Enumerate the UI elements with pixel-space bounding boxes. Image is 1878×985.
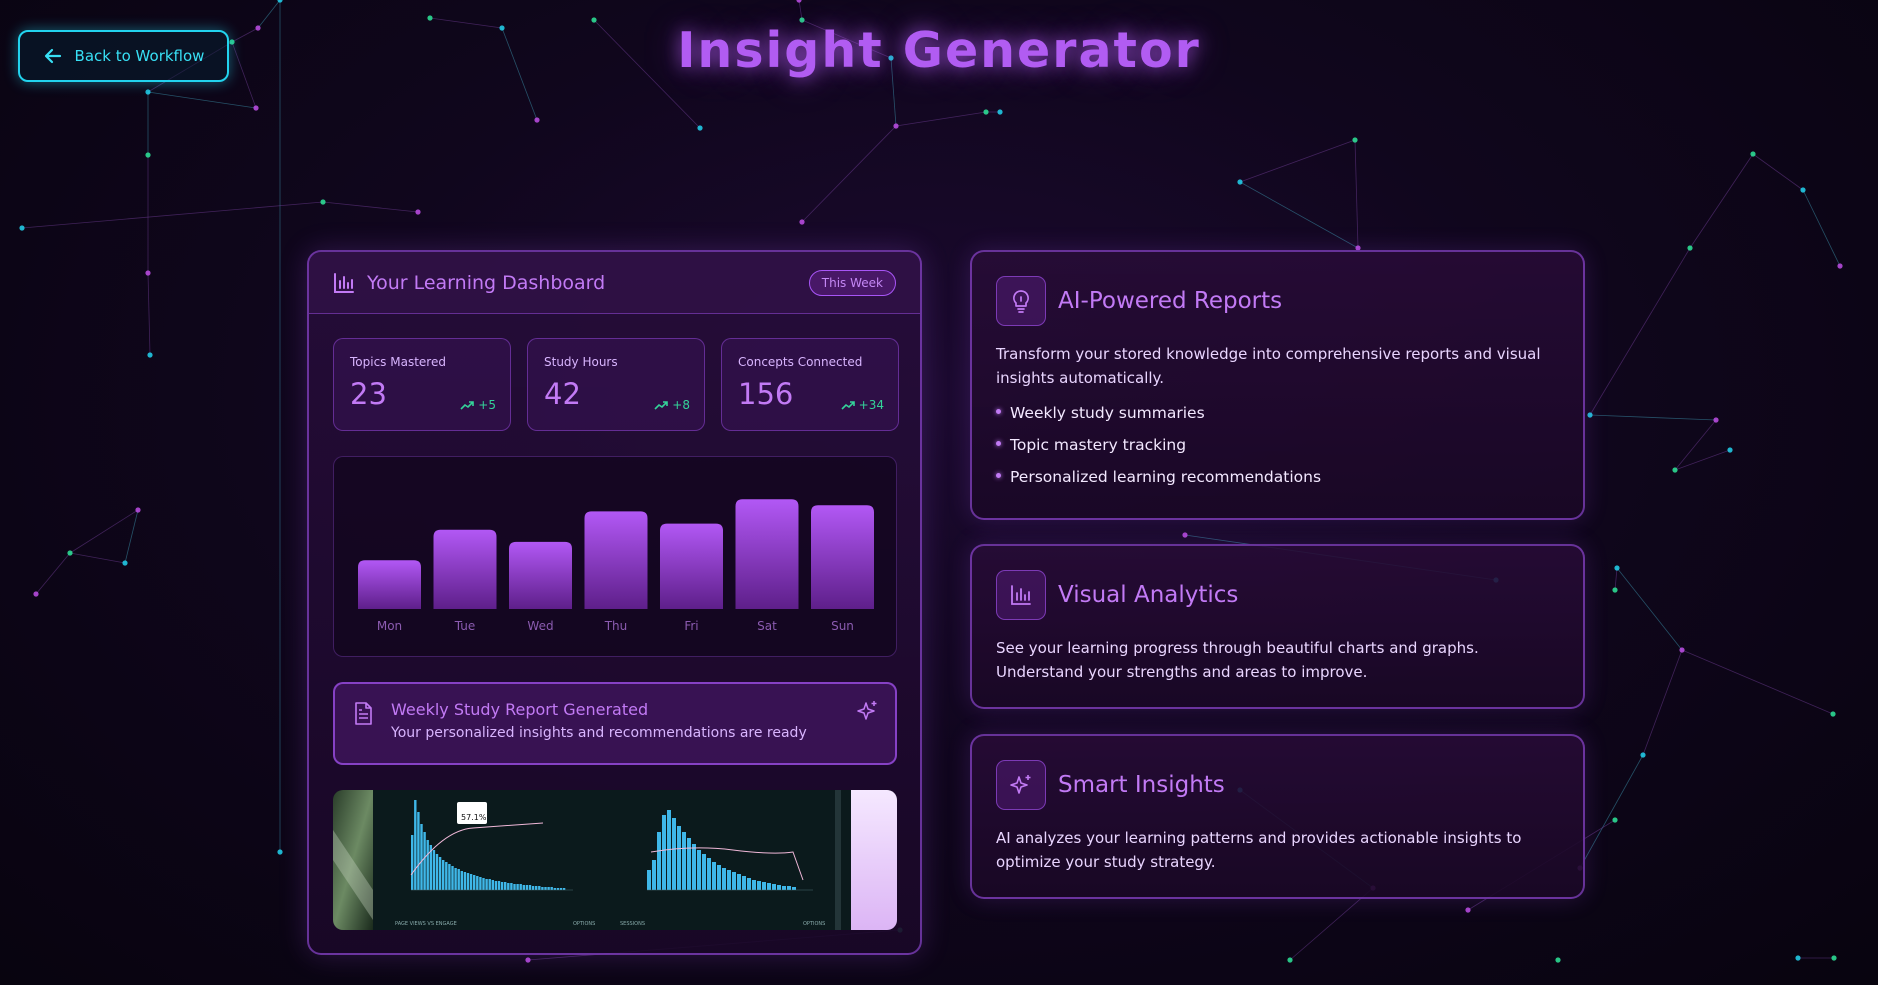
stat-value: 156 <box>738 377 794 411</box>
back-button-label: Back to Workflow <box>74 47 205 65</box>
stat-trend-value: +5 <box>478 398 496 412</box>
trending-up-icon <box>460 401 475 410</box>
stat-value: 42 <box>544 377 581 411</box>
x-tick-label: Thu <box>604 619 628 633</box>
feature-card-ai-reports: AI-Powered Reports Transform your stored… <box>970 250 1585 520</box>
feature-description: AI analyzes your learning patterns and p… <box>996 829 1522 871</box>
analytics-preview-graphic: 57.1% PAGE VIEWS VS ENGAGE OPTIONS SESSI… <box>333 790 897 930</box>
bar-fri[interactable] <box>660 523 723 609</box>
weekly-report-banner[interactable]: Weekly Study Report Generated Your perso… <box>333 682 897 765</box>
feature-description: Transform your stored knowledge into com… <box>996 345 1541 387</box>
x-tick-label: Tue <box>454 619 476 633</box>
period-badge[interactable]: This Week <box>808 270 896 296</box>
x-tick-label: Sat <box>757 619 777 633</box>
feature-title: AI-Powered Reports <box>1058 288 1283 314</box>
x-tick-label: Fri <box>684 619 698 633</box>
stat-label: Concepts Connected <box>738 355 863 369</box>
trending-up-icon <box>654 401 669 410</box>
back-to-workflow-button[interactable]: Back to Workflow <box>18 30 229 82</box>
preview-right-options: OPTIONS <box>803 921 825 927</box>
trending-up-icon <box>841 401 855 410</box>
list-item: Topic mastery tracking <box>996 436 1559 468</box>
stat-card-concepts: Concepts Connected 156 +34 <box>721 338 899 431</box>
bar-chart-svg: Mon Tue Wed Thu Fri Sat Sun <box>358 499 874 633</box>
bar-mon[interactable] <box>358 560 421 609</box>
learning-dashboard-card: Your Learning Dashboard This Week Topics… <box>307 250 922 955</box>
bar-chart-icon <box>334 272 354 293</box>
bar-thu[interactable] <box>584 511 648 609</box>
feature-description: See your learning progress through beaut… <box>996 639 1479 681</box>
preview-histogram-left <box>411 800 573 891</box>
preview-right-heading: SESSIONS <box>620 921 645 927</box>
x-tick-label: Sun <box>831 619 854 633</box>
x-tick-label: Wed <box>527 619 553 633</box>
analytics-preview-image[interactable]: 57.1% PAGE VIEWS VS ENGAGE OPTIONS SESSI… <box>333 790 897 930</box>
stat-trend: +5 <box>460 398 496 412</box>
preview-tooltip: 57.1% <box>461 813 487 822</box>
preview-left-options: OPTIONS <box>573 921 595 927</box>
stat-label: Topics Mastered <box>350 355 446 369</box>
x-tick-label: Mon <box>377 619 402 633</box>
weekly-bar-chart: Mon Tue Wed Thu Fri Sat Sun <box>333 456 897 657</box>
report-subtitle: Your personalized insights and recommend… <box>391 725 807 741</box>
bar-sat[interactable] <box>735 499 799 609</box>
feature-card-smart-insights: Smart Insights AI analyzes your learning… <box>970 734 1585 899</box>
arrow-left-icon <box>44 48 61 64</box>
lightbulb-icon <box>996 276 1046 326</box>
stat-card-hours: Study Hours 42 +8 <box>527 338 705 431</box>
preview-left-heading: PAGE VIEWS VS ENGAGE <box>395 921 457 927</box>
feature-list: Weekly study summaries Topic mastery tra… <box>996 404 1559 500</box>
page-title: Insight Generator <box>677 22 1201 79</box>
list-item: Weekly study summaries <box>996 404 1559 436</box>
feature-title: Smart Insights <box>1058 772 1225 798</box>
bar-tue[interactable] <box>433 529 497 609</box>
stat-card-topics: Topics Mastered 23 +5 <box>333 338 511 431</box>
feature-title: Visual Analytics <box>1058 582 1239 608</box>
feature-card-visual-analytics: Visual Analytics See your learning progr… <box>970 544 1585 709</box>
bar-wed[interactable] <box>509 541 572 609</box>
bar-sun[interactable] <box>811 505 874 609</box>
sparkles-icon <box>996 760 1046 810</box>
stat-trend: +8 <box>654 398 690 412</box>
document-icon <box>355 702 372 725</box>
stat-trend: +34 <box>841 398 884 412</box>
stats-row: Topics Mastered 23 +5 Study Hours 42 +8 … <box>333 338 899 431</box>
dashboard-title: Your Learning Dashboard <box>367 271 606 294</box>
dashboard-header: Your Learning Dashboard This Week <box>309 252 920 314</box>
sparkles-icon <box>857 701 877 720</box>
stat-trend-value: +8 <box>672 398 690 412</box>
stat-label: Study Hours <box>544 355 618 369</box>
stat-trend-value: +34 <box>858 398 884 412</box>
list-item: Personalized learning recommendations <box>996 468 1559 500</box>
stat-value: 23 <box>350 377 387 411</box>
report-title: Weekly Study Report Generated <box>391 700 649 719</box>
bar-chart-icon <box>996 570 1046 620</box>
